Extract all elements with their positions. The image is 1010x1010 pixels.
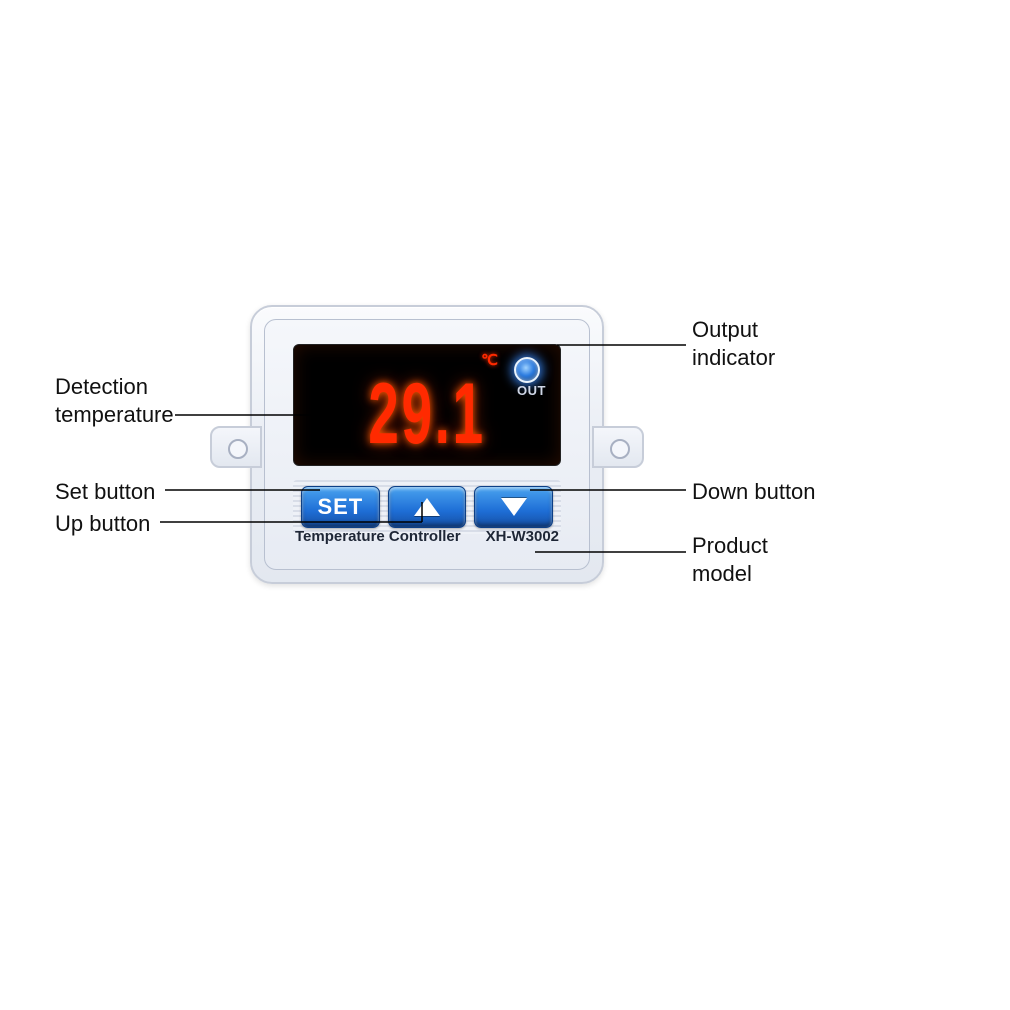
set-button-label: SET xyxy=(317,494,363,520)
triangle-down-icon xyxy=(501,498,527,516)
product-title: Temperature Controller xyxy=(295,528,461,545)
product-model: XH-W3002 xyxy=(486,528,559,545)
callout-set-button: Set button xyxy=(55,478,155,506)
mount-ear-left xyxy=(210,426,262,468)
controller-housing: ℃ 29.1 OUT SET Temperature Controller XH… xyxy=(250,305,604,584)
diagram-canvas: ℃ 29.1 OUT SET Temperature Controller XH… xyxy=(0,0,1010,1010)
callout-product-model: Productmodel xyxy=(692,532,768,587)
output-led-icon xyxy=(514,357,540,383)
lcd-screen: ℃ 29.1 OUT xyxy=(293,344,561,466)
temperature-reading: 29.1 xyxy=(342,363,512,465)
callout-output-indicator: Outputindicator xyxy=(692,316,775,371)
faceplate: ℃ 29.1 OUT SET Temperature Controller XH… xyxy=(264,319,590,570)
out-label: OUT xyxy=(517,383,546,398)
callout-down-button: Down button xyxy=(692,478,816,506)
callout-up-button: Up button xyxy=(55,510,150,538)
triangle-up-icon xyxy=(414,498,440,516)
mount-ear-right xyxy=(592,426,644,468)
bottom-strip: Temperature Controller XH-W3002 xyxy=(293,521,561,551)
callout-detection-temperature: Detectiontemperature xyxy=(55,373,174,428)
